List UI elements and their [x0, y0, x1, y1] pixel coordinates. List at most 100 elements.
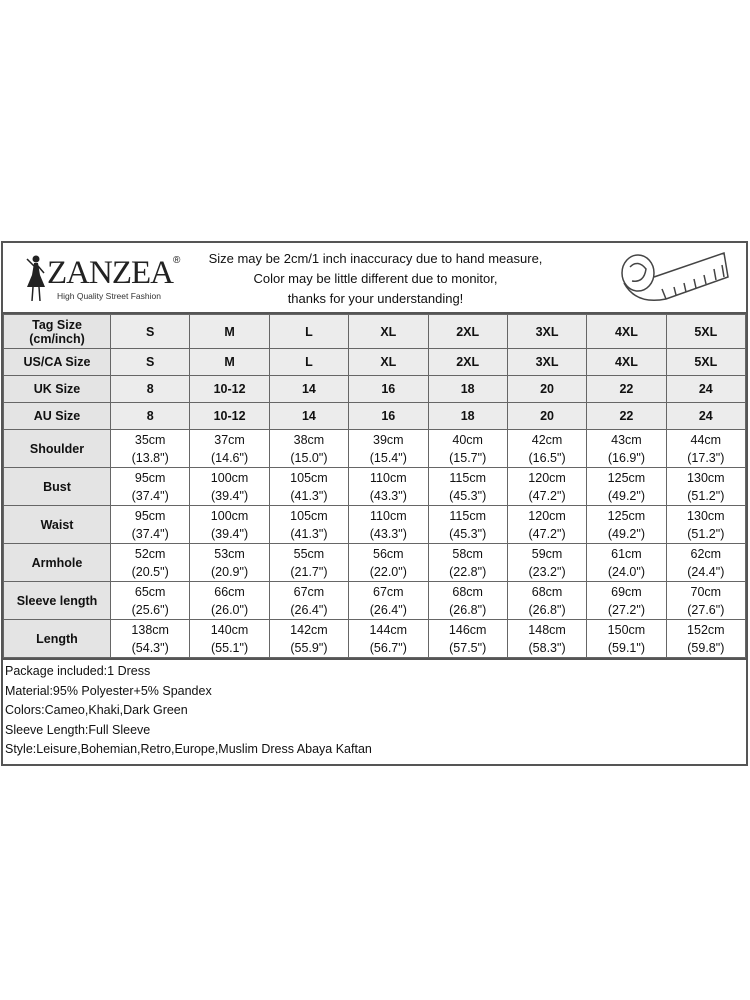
measure-cell-text: (26.4") — [369, 602, 407, 617]
measure-cell-text: (26.8") — [449, 602, 487, 617]
measure-cell-text: 35cm — [134, 432, 166, 447]
size-cell-text: 5XL — [694, 324, 718, 339]
measure-cell-text: (43.3") — [369, 488, 407, 503]
measure-cell-text: (15.7") — [449, 450, 487, 465]
measure-cell-text: 44cm — [690, 432, 722, 447]
size-cell: M — [189, 348, 270, 376]
measure-cell: 67cm (26.4") — [348, 581, 429, 620]
measurement-row: Bust 95cm (37.4") 100cm (39.4") 105cm (41.3") 1… — [3, 467, 747, 506]
measure-cell-text: (14.6") — [211, 450, 249, 465]
measure-cell-text: (41.3") — [290, 526, 328, 541]
measure-cell-text: 120cm — [528, 470, 566, 485]
measure-cell: 67cm (26.4") — [268, 581, 350, 620]
measure-cell-text: (45.3") — [449, 526, 487, 541]
measure-cell-text: 105cm — [290, 508, 328, 523]
measure-cell-text: 144cm — [369, 622, 408, 637]
measure-cell: 38cm (15.0") — [268, 429, 350, 468]
measure-cell: 70cm (27.6") — [665, 581, 747, 620]
size-cell: XL — [348, 314, 429, 349]
measure-cell-text: 150cm — [607, 622, 646, 637]
measure-cell-text: 115cm — [449, 470, 486, 485]
measure-cell-text: 115cm — [449, 508, 486, 523]
measure-cell: 120cm (47.2") — [506, 505, 588, 544]
size-cell: 18 — [427, 375, 508, 403]
measure-cell-text: 62cm — [690, 546, 722, 561]
size-cell-text: 4XL — [614, 355, 638, 369]
size-cell-text: 14 — [301, 409, 316, 423]
size-cell: XL — [348, 348, 429, 376]
size-cell-text: 8 — [146, 382, 154, 396]
measurement-row: Armhole 52cm (20.5") 53cm (20.9") 55cm (21.7")… — [3, 543, 747, 582]
measure-cell: 42cm (16.5") — [506, 429, 588, 468]
size-cell: 5XL — [665, 314, 747, 349]
measure-cell: 62cm (24.4") — [665, 543, 747, 582]
measure-cell: 55cm (21.7") — [268, 543, 350, 582]
measure-cell-text: 66cm — [214, 584, 245, 599]
size-cell: 5XL — [665, 348, 747, 376]
measure-cell-text: 100cm — [210, 470, 249, 485]
size-cell: S — [109, 348, 191, 376]
measure-cell-text: (43.3") — [369, 526, 407, 541]
measurement-row: Waist 95cm (37.4") 100cm (39.4") 105cm (41.3")… — [3, 505, 747, 544]
measure-cell: 68cm (26.8") — [506, 581, 588, 620]
size-cell-text: S — [146, 355, 155, 369]
brand-tagline: High Quality Street Fashion — [57, 291, 161, 301]
size-cell-text: 5XL — [694, 355, 718, 369]
size-cell: 16 — [348, 375, 429, 403]
measure-cell-text: (25.6") — [131, 602, 169, 617]
measure-cell: 66cm (26.0") — [189, 581, 270, 620]
measure-cell: 130cm (51.2") — [665, 467, 747, 506]
size-cell: 3XL — [506, 314, 588, 349]
measure-cell: 52cm (20.5") — [109, 543, 191, 582]
size-cell-text: 20 — [540, 409, 555, 423]
measure-cell: 130cm (51.2") — [665, 505, 747, 544]
size-cell-text: M — [224, 324, 235, 339]
measure-cell-text: (41.3") — [290, 488, 328, 503]
measurement-notice: Size may be 2cm/1 inch inaccuracy due to… — [193, 249, 558, 309]
measure-cell-text: 42cm — [531, 432, 563, 447]
size-cell: 4XL — [586, 348, 667, 376]
size-cell: 2XL — [427, 348, 508, 376]
size-cell: L — [268, 348, 350, 376]
measure-cell: 150cm (59.1") — [586, 619, 667, 658]
measure-cell-text: (27.6") — [687, 602, 725, 617]
zanzea-logo: ZANZEA ® High Quality Street Fashion — [25, 253, 185, 303]
measure-cell-text: (49.2") — [607, 526, 645, 541]
size-cell: 14 — [268, 375, 350, 403]
measure-cell-text: (58.3") — [528, 640, 566, 655]
notice-line: thanks for your understanding! — [287, 291, 464, 306]
measure-cell-text: 40cm — [452, 432, 483, 447]
measure-cell-text: (27.2") — [607, 602, 645, 617]
size-row: AU Size 8 10-12 14 16 18 20 22 24 — [3, 402, 747, 430]
size-cell: 2XL — [427, 314, 508, 349]
measure-cell-text: (15.4") — [369, 450, 407, 465]
size-cell: 20 — [506, 402, 588, 430]
size-cell: 20 — [506, 375, 588, 403]
measure-cell-text: 68cm — [452, 584, 483, 599]
measure-cell-text: 146cm — [448, 622, 487, 637]
size-cell: 16 — [348, 402, 429, 430]
size-cell-text: L — [305, 355, 313, 369]
measure-cell-text: 56cm — [373, 546, 404, 561]
measure-cell: 65cm (25.6") — [109, 581, 191, 620]
measure-cell-text: (56.7") — [369, 640, 407, 655]
info-line: Colors:Cameo,Khaki,Dark Green — [5, 703, 188, 717]
measure-cell: 44cm (17.3") — [665, 429, 747, 468]
measure-cell-text: (24.0") — [607, 564, 645, 579]
measure-cell-text: 110cm — [370, 470, 407, 485]
measure-cell-text: 125cm — [607, 470, 646, 485]
measure-cell-text: (37.4") — [131, 488, 169, 503]
measure-cell: 35cm (13.8") — [109, 429, 191, 468]
size-cell-text: 8 — [146, 409, 154, 423]
size-cell-text: 10-12 — [213, 382, 246, 396]
measure-cell-text: (16.5") — [528, 450, 566, 465]
measure-cell: 100cm (39.4") — [189, 505, 270, 544]
row-label: Length — [3, 619, 111, 658]
measure-cell-text: 67cm — [373, 584, 404, 599]
size-cell-text: 10-12 — [213, 409, 246, 423]
info-line: Material:95% Polyester+5% Spandex — [5, 683, 212, 698]
size-cell: S — [109, 314, 191, 349]
size-cell: L — [268, 314, 350, 349]
measure-cell: 69cm (27.2") — [586, 581, 667, 620]
measure-cell: 105cm (41.3") — [268, 505, 350, 544]
